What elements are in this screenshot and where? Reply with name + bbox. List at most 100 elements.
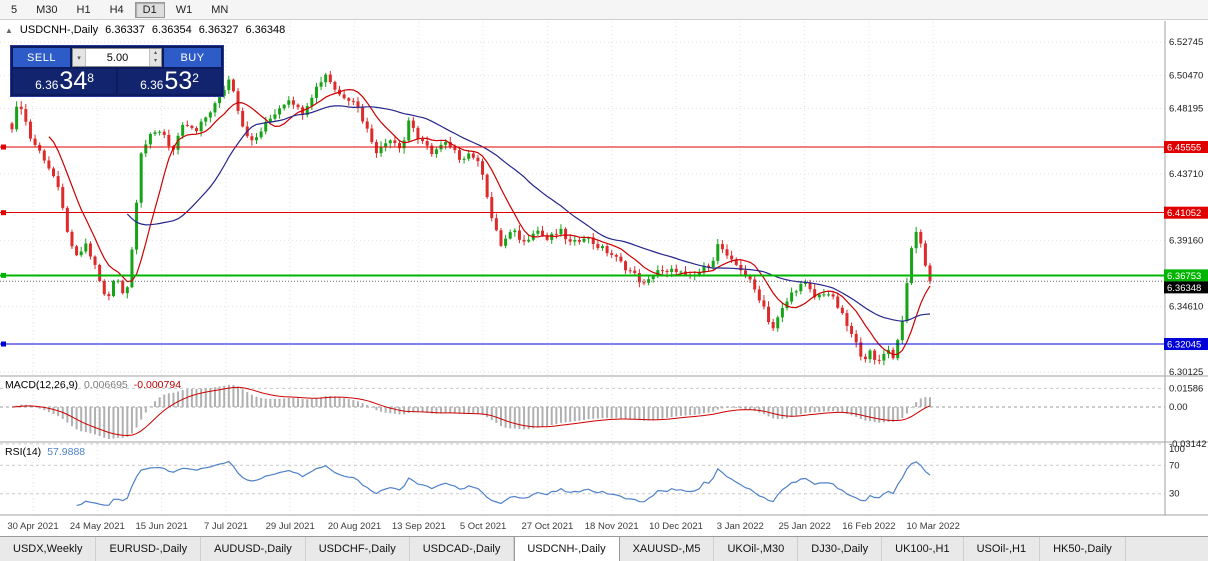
svg-text:0.00: 0.00: [1169, 402, 1188, 413]
volume-input[interactable]: 5.00: [106, 51, 129, 64]
ohlc-high: 6.36354: [151, 24, 192, 36]
timeframe-button-w1[interactable]: W1: [175, 3, 193, 16]
macd-signal-value: -0.000794: [133, 379, 182, 391]
svg-text:18 Nov 2021: 18 Nov 2021: [585, 521, 639, 532]
price-axis-labels: 6.52745 6.50470 6.48195 6.43710 6.39160 6.346…: [1169, 37, 1203, 378]
candles-layer: [10, 70, 932, 366]
sell-price-prefix: 6.36: [35, 78, 59, 92]
svg-text:100: 100: [1169, 444, 1185, 455]
timeframe-button-m30[interactable]: M30: [36, 3, 58, 16]
svg-text:7 Jul 2021: 7 Jul 2021: [204, 521, 248, 532]
sell-button[interactable]: SELL: [13, 48, 70, 67]
buy-price-point: 2: [192, 71, 199, 85]
chart-tab-xauusdm5[interactable]: XAUUSD-,M5: [620, 537, 715, 561]
svg-text:30: 30: [1169, 489, 1180, 500]
svg-text:6.43710: 6.43710: [1169, 169, 1203, 180]
chart-tab-ukoilm30[interactable]: UKOil-,M30: [714, 537, 799, 561]
macd-name: MACD(12,26,9): [5, 379, 78, 391]
timeframe-button-mn[interactable]: MN: [211, 3, 229, 16]
svg-text:6.39160: 6.39160: [1169, 235, 1203, 246]
svg-text:27 Oct 2021: 27 Oct 2021: [522, 521, 574, 532]
timeframe-toolbar: 5 M30 H1 H4 D1 W1 MN: [0, 0, 1208, 20]
macd-axis-lines: [0, 387, 1165, 445]
volume-down-icon[interactable]: ▾: [150, 57, 161, 66]
rsi-value: 57.9888: [47, 446, 86, 458]
chart-tab-audusddaily[interactable]: AUDUSD-,Daily: [201, 537, 306, 561]
buy-price-prefix: 6.36: [140, 78, 164, 92]
rsi-level-lines: [0, 464, 1165, 495]
ma-line-slow: [126, 105, 931, 322]
date-axis-labels[interactable]: 30 Apr 2021 24 May 2021 15 Jun 2021 7 Jul 2…: [7, 521, 959, 532]
price-badges: 6.45555 6.41052 6.36753 6.32045 6.36348: [1164, 141, 1208, 351]
svg-text:6.32045: 6.32045: [1167, 340, 1201, 351]
rsi-axis-labels: 100 70 30: [1169, 444, 1185, 500]
svg-text:6.52745: 6.52745: [1169, 37, 1203, 48]
svg-text:0.01586: 0.01586: [1169, 383, 1203, 394]
chart-tab-usdcaddaily[interactable]: USDCAD-,Daily: [410, 537, 515, 561]
ma-line-fast: [48, 88, 931, 356]
pane-separators: [0, 21, 1208, 516]
svg-text:6.30125: 6.30125: [1169, 367, 1203, 378]
timeframe-button-h4[interactable]: H4: [109, 3, 124, 16]
svg-text:15 Jun 2021: 15 Jun 2021: [135, 521, 187, 532]
svg-text:6.48195: 6.48195: [1169, 104, 1203, 115]
collapse-trade-panel-icon[interactable]: ▲: [5, 25, 13, 35]
svg-text:6.45555: 6.45555: [1167, 143, 1201, 154]
macd-histogram: [15, 384, 931, 439]
ohlc-open: 6.36337: [105, 24, 145, 36]
volume-field: ▾ 5.00 ▴ ▾: [72, 48, 162, 67]
chart-tab-dj30daily[interactable]: DJ30-,Daily: [798, 537, 883, 561]
chart-tab-usdcnhdaily[interactable]: USDCNH-,Daily: [514, 537, 620, 561]
svg-text:6.50470: 6.50470: [1169, 70, 1203, 81]
svg-text:16 Feb 2022: 16 Feb 2022: [842, 521, 895, 532]
svg-text:-0.03142: -0.03142: [1169, 439, 1207, 450]
svg-text:13 Sep 2021: 13 Sep 2021: [392, 521, 446, 532]
svg-text:29 Jul 2021: 29 Jul 2021: [266, 521, 315, 532]
svg-text:6.34610: 6.34610: [1169, 302, 1203, 313]
sell-price-display[interactable]: 6.36 34 8: [13, 69, 116, 94]
volume-dropdown-icon[interactable]: ▾: [73, 49, 86, 66]
chart-tab-uk100h1[interactable]: UK100-,H1: [882, 537, 964, 561]
sell-price-pips: 34: [59, 67, 88, 95]
macd-main-value: 0.006695: [83, 379, 128, 391]
timeframe-button-5[interactable]: 5: [11, 3, 18, 16]
volume-up-icon[interactable]: ▴: [150, 49, 161, 58]
svg-text:3 Jan 2022: 3 Jan 2022: [717, 521, 764, 532]
buy-button[interactable]: BUY: [164, 48, 221, 67]
macd-axis-labels: 0.01586 0.00 -0.03142: [1169, 383, 1207, 449]
chart-symbol-title: USDCNH-,Daily: [19, 24, 99, 36]
chart-tab-usdxweekly[interactable]: USDX,Weekly: [0, 537, 97, 561]
price-level-lines[interactable]: [0, 144, 1165, 347]
svg-text:25 Jan 2022: 25 Jan 2022: [778, 521, 830, 532]
buy-price-display[interactable]: 6.36 53 2: [118, 69, 221, 94]
rsi-name: RSI(14): [5, 446, 42, 458]
svg-text:6.36348: 6.36348: [1167, 283, 1201, 294]
svg-text:70: 70: [1169, 460, 1180, 471]
svg-text:5 Oct 2021: 5 Oct 2021: [460, 521, 506, 532]
ohlc-close: 6.36348: [245, 24, 286, 36]
rsi-line: [76, 460, 931, 507]
svg-text:6.36753: 6.36753: [1167, 271, 1201, 282]
svg-text:6.41052: 6.41052: [1167, 208, 1201, 219]
macd-signal-line: [11, 386, 931, 437]
chart-tab-usdchfdaily[interactable]: USDCHF-,Daily: [306, 537, 410, 561]
svg-text:30 Apr 2021: 30 Apr 2021: [7, 521, 58, 532]
svg-text:24 May 2021: 24 May 2021: [70, 521, 125, 532]
chart-tab-hk50daily[interactable]: HK50-,Daily: [1040, 537, 1126, 561]
volume-stepper: ▴ ▾: [149, 49, 161, 66]
chart-tab-eurusddaily[interactable]: EURUSD-,Daily: [96, 537, 202, 561]
rsi-indicator-label: RSI(14) 57.9888: [5, 446, 85, 458]
chart-tab-usoilh1[interactable]: USOil-,H1: [964, 537, 1041, 561]
chart-tabs-bar: USDX,Weekly EURUSD-,Daily AUDUSD-,Daily USD…: [0, 536, 1208, 561]
timeframe-button-d1[interactable]: D1: [134, 1, 165, 18]
svg-text:10 Dec 2021: 10 Dec 2021: [649, 521, 703, 532]
svg-text:20 Aug 2021: 20 Aug 2021: [328, 521, 381, 532]
ohlc-low: 6.36327: [198, 24, 239, 36]
buy-price-pips: 53: [164, 67, 193, 95]
chart-info-line: ▲ USDCNH-,Daily 6.36337 6.36354 6.36327 …: [5, 24, 285, 36]
one-click-trade-panel: SELL ▾ 5.00 ▴ ▾ BUY 6.36 34 8 6.36 53 2: [10, 45, 224, 97]
timeframe-button-h1[interactable]: H1: [76, 3, 91, 16]
macd-indicator-label: MACD(12,26,9) 0.006695 -0.000794: [5, 379, 181, 391]
